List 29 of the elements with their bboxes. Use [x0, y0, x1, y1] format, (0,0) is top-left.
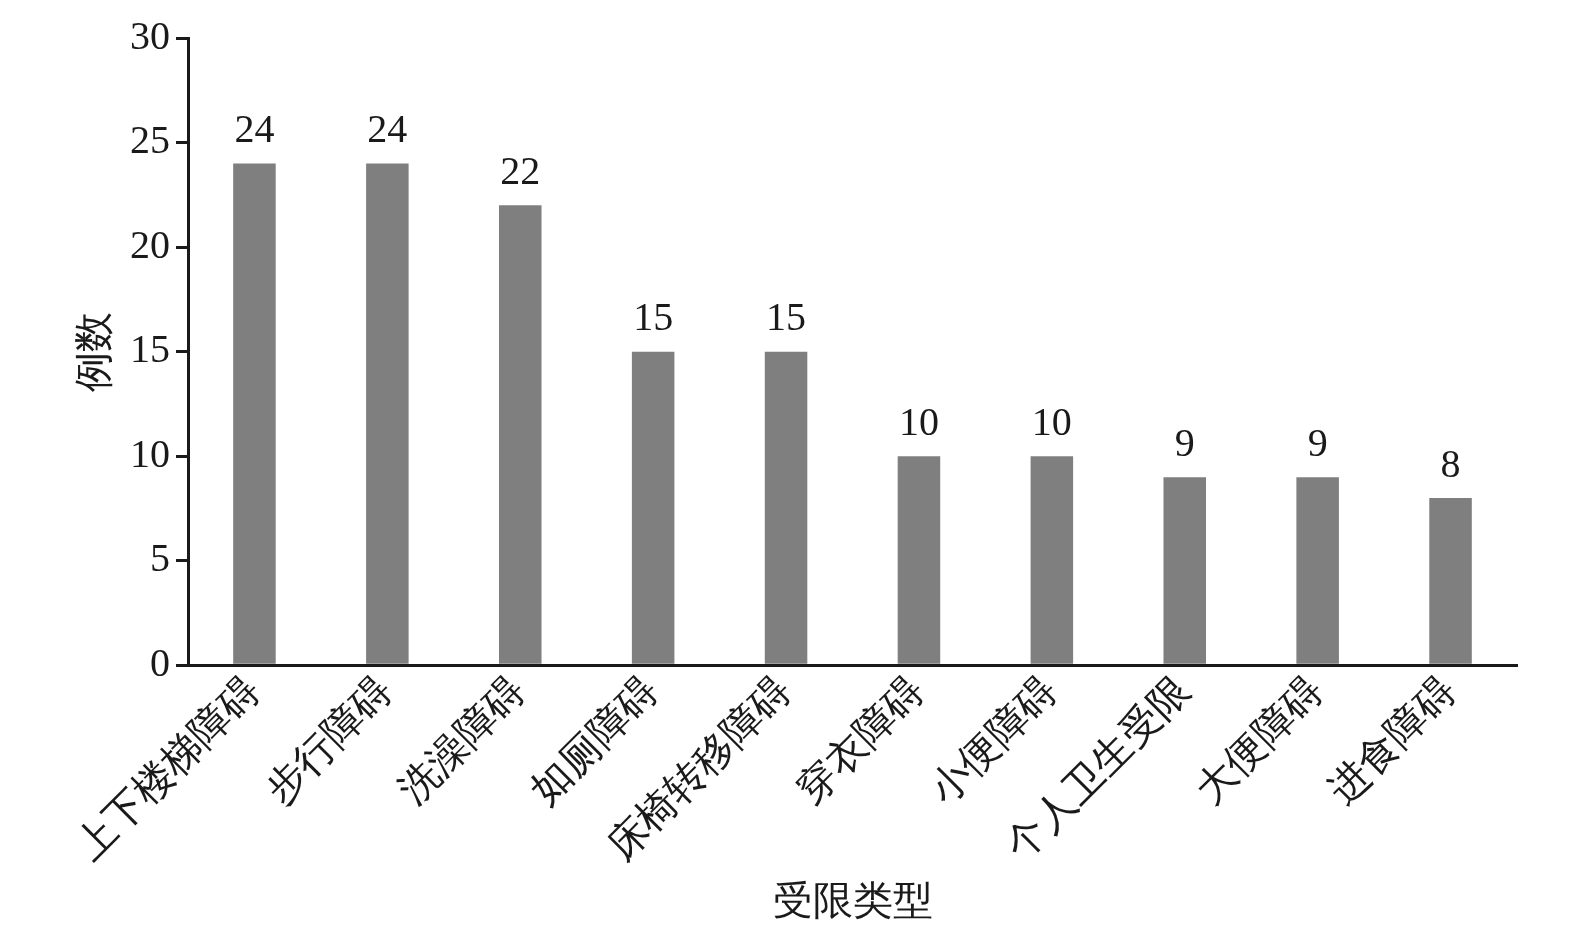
y-tick-label: 20 — [130, 221, 170, 267]
data-label: 10 — [898, 398, 939, 444]
bar — [1296, 477, 1339, 664]
data-label: 9 — [1174, 419, 1195, 465]
bar — [1030, 456, 1074, 664]
bar — [1429, 498, 1472, 664]
y-tick-label: 5 — [150, 535, 170, 581]
data-label: 24 — [367, 105, 408, 151]
data-label: 15 — [633, 294, 674, 340]
x-axis-title: 受限类型 — [772, 877, 933, 923]
y-tick-label: 25 — [130, 117, 170, 163]
bar — [1163, 477, 1207, 664]
bar — [764, 351, 808, 664]
bar — [233, 163, 276, 664]
data-label: 9 — [1307, 419, 1328, 465]
y-axis-title: 例数 — [70, 311, 116, 392]
bar — [897, 456, 941, 664]
y-tick-label: 10 — [130, 430, 170, 476]
y-tick-label: 30 — [130, 12, 170, 58]
data-label: 24 — [234, 105, 275, 151]
bar — [498, 205, 542, 664]
data-label: 10 — [1031, 398, 1072, 444]
bar — [366, 163, 409, 664]
data-label: 22 — [500, 147, 541, 193]
y-tick-label: 15 — [130, 326, 170, 372]
data-label: 8 — [1440, 440, 1461, 486]
bar — [631, 351, 675, 664]
data-label: 15 — [766, 294, 807, 340]
y-tick-label: 0 — [150, 639, 170, 685]
